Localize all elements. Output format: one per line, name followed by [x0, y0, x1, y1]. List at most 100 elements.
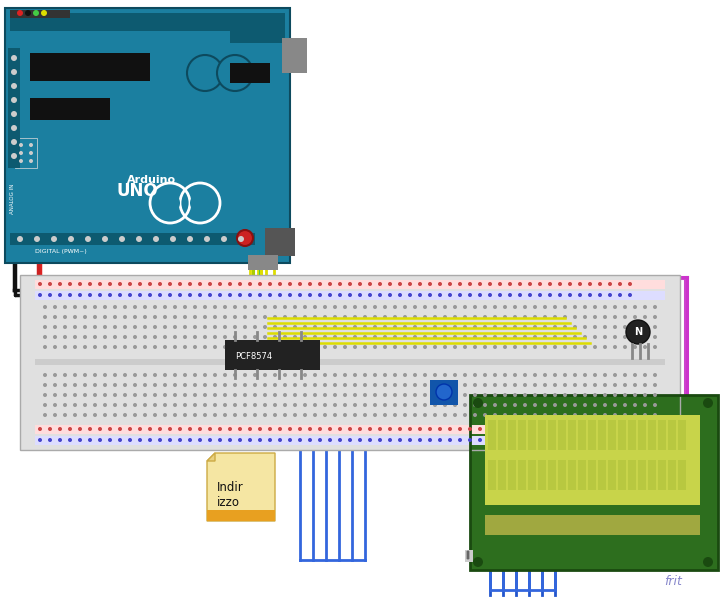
Circle shape: [93, 383, 97, 387]
Circle shape: [553, 335, 557, 339]
Circle shape: [98, 282, 102, 286]
Circle shape: [283, 413, 287, 417]
Circle shape: [553, 345, 557, 349]
Circle shape: [623, 335, 627, 339]
Circle shape: [268, 438, 272, 442]
Circle shape: [133, 413, 137, 417]
Circle shape: [123, 393, 127, 397]
Circle shape: [383, 413, 387, 417]
Circle shape: [34, 236, 40, 242]
Circle shape: [533, 383, 537, 387]
Circle shape: [183, 383, 187, 387]
Bar: [598, 420, 606, 450]
Circle shape: [228, 438, 232, 442]
Circle shape: [593, 403, 597, 407]
Circle shape: [558, 293, 562, 297]
Circle shape: [353, 383, 357, 387]
Circle shape: [313, 383, 317, 387]
Circle shape: [338, 282, 342, 286]
Circle shape: [88, 293, 92, 297]
Circle shape: [493, 345, 497, 349]
Circle shape: [133, 383, 137, 387]
Circle shape: [353, 345, 357, 349]
Circle shape: [113, 305, 117, 309]
Circle shape: [223, 305, 227, 309]
Circle shape: [183, 315, 187, 319]
Circle shape: [263, 345, 267, 349]
Circle shape: [603, 383, 607, 387]
Circle shape: [423, 305, 427, 309]
Bar: [578, 460, 586, 490]
Circle shape: [343, 325, 347, 329]
Circle shape: [498, 282, 502, 286]
Circle shape: [353, 393, 357, 397]
Circle shape: [223, 383, 227, 387]
Circle shape: [153, 305, 157, 309]
Circle shape: [323, 335, 327, 339]
Circle shape: [313, 413, 317, 417]
Circle shape: [223, 393, 227, 397]
Circle shape: [528, 427, 532, 431]
Circle shape: [193, 393, 197, 397]
Circle shape: [573, 315, 577, 319]
Circle shape: [313, 335, 317, 339]
Circle shape: [108, 293, 112, 297]
Circle shape: [153, 393, 157, 397]
Circle shape: [187, 236, 193, 242]
Circle shape: [43, 373, 47, 377]
Circle shape: [198, 293, 202, 297]
Circle shape: [413, 335, 417, 339]
Circle shape: [533, 305, 537, 309]
Circle shape: [453, 393, 457, 397]
Circle shape: [73, 335, 77, 339]
Circle shape: [43, 315, 47, 319]
Circle shape: [608, 438, 612, 442]
Circle shape: [253, 373, 257, 377]
Circle shape: [268, 282, 272, 286]
Circle shape: [133, 373, 137, 377]
Circle shape: [393, 335, 397, 339]
Circle shape: [63, 373, 67, 377]
Circle shape: [243, 325, 247, 329]
Circle shape: [403, 345, 407, 349]
Circle shape: [393, 413, 397, 417]
Circle shape: [208, 293, 212, 297]
Circle shape: [383, 383, 387, 387]
Circle shape: [253, 413, 257, 417]
Circle shape: [583, 345, 587, 349]
Circle shape: [553, 325, 557, 329]
Circle shape: [503, 305, 507, 309]
Circle shape: [163, 403, 167, 407]
Circle shape: [523, 305, 527, 309]
Circle shape: [368, 282, 372, 286]
Circle shape: [333, 373, 337, 377]
Circle shape: [73, 315, 77, 319]
Circle shape: [273, 335, 277, 339]
Text: Indir
izzo: Indir izzo: [217, 481, 244, 509]
Circle shape: [418, 438, 422, 442]
Circle shape: [113, 335, 117, 339]
Circle shape: [163, 383, 167, 387]
Circle shape: [323, 403, 327, 407]
Circle shape: [343, 315, 347, 319]
Circle shape: [578, 282, 582, 286]
Circle shape: [613, 315, 617, 319]
Bar: [35, 291, 665, 300]
Circle shape: [143, 383, 147, 387]
Circle shape: [488, 282, 492, 286]
Circle shape: [293, 345, 297, 349]
Circle shape: [393, 393, 397, 397]
Circle shape: [228, 293, 232, 297]
Circle shape: [468, 438, 472, 442]
Circle shape: [203, 335, 207, 339]
Circle shape: [473, 345, 477, 349]
Circle shape: [467, 553, 469, 556]
Circle shape: [568, 438, 572, 442]
Circle shape: [403, 403, 407, 407]
Circle shape: [358, 438, 362, 442]
Circle shape: [63, 335, 67, 339]
Circle shape: [233, 335, 237, 339]
Circle shape: [473, 557, 483, 567]
Circle shape: [633, 413, 637, 417]
Circle shape: [653, 345, 657, 349]
